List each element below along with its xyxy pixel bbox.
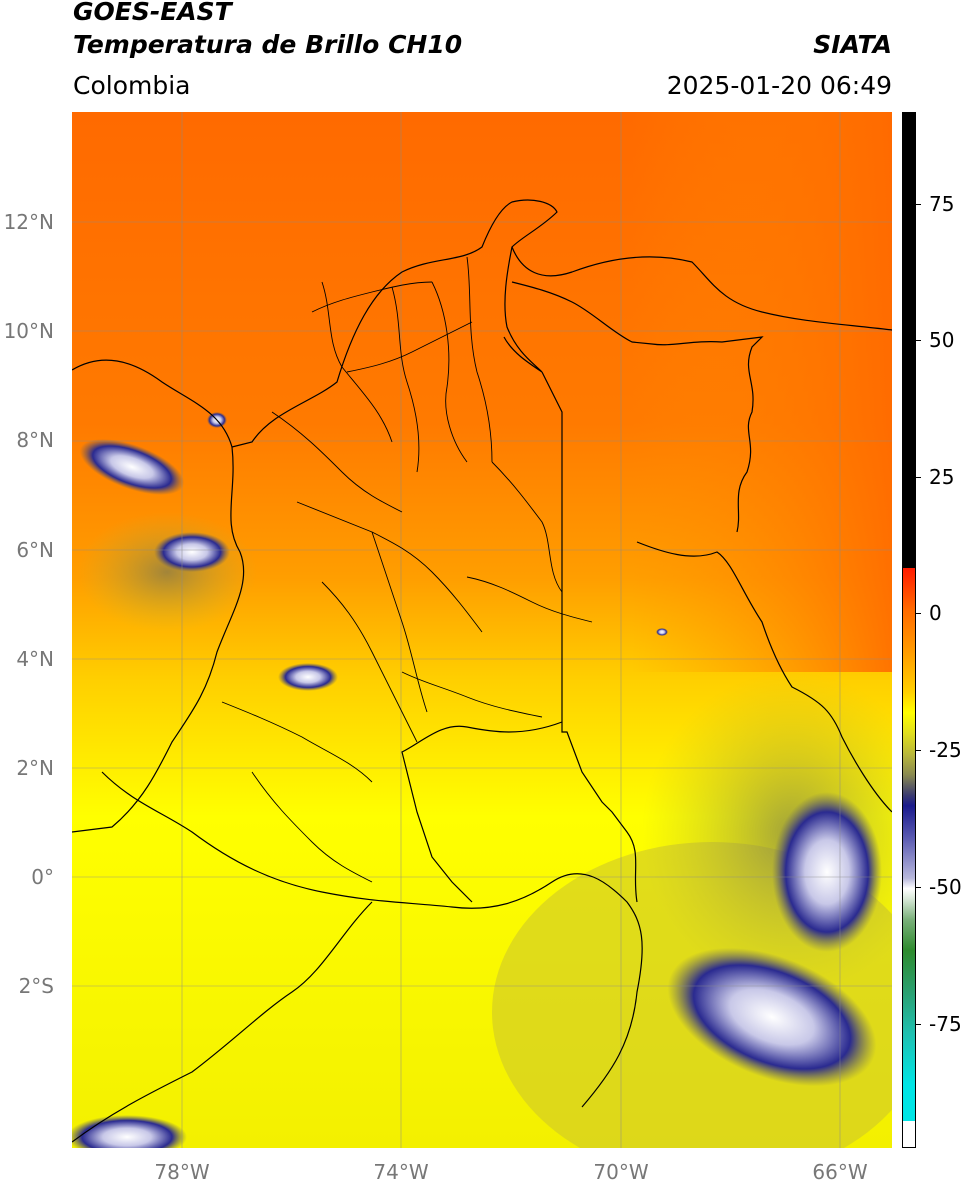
department-borders: [221, 256, 593, 883]
lat-tick-label: 10°N: [3, 319, 54, 343]
colorbar-tick-label: 50: [929, 328, 955, 352]
lat-tick-label: 4°N: [16, 647, 54, 671]
colorbar-tick: [916, 340, 921, 341]
lon-tick-label: 74°W: [373, 1160, 429, 1184]
map-panel[interactable]: [72, 112, 892, 1148]
colorbar: [902, 112, 916, 1148]
convective-cloud: [772, 792, 882, 952]
colorbar-tick-label: 0: [929, 601, 942, 625]
country-borders: [72, 199, 892, 1143]
lat-tick-label: 0°: [31, 865, 54, 889]
lon-tick-label: 66°W: [812, 1160, 868, 1184]
colorbar-tick: [916, 613, 921, 614]
warm-field-east: [632, 112, 892, 672]
convective-cloud: [154, 532, 230, 572]
colorbar-tick-label: -25: [929, 738, 962, 762]
convective-cloud: [667, 947, 877, 1087]
colorbar-tick: [916, 204, 921, 205]
lat-tick-label: 2°S: [18, 974, 54, 998]
convective-cloud: [656, 628, 668, 636]
lon-tick-label: 78°W: [154, 1160, 210, 1184]
colorbar-tick: [916, 750, 921, 751]
agency-label: SIATA: [813, 30, 892, 59]
lat-tick-label: 12°N: [3, 210, 54, 234]
lat-tick-label: 2°N: [16, 756, 54, 780]
colorbar-tick: [916, 1024, 921, 1025]
convective-cloud: [79, 439, 185, 495]
graticule: [72, 112, 892, 1148]
product-title: Temperatura de Brillo CH10: [73, 30, 463, 59]
convective-cloud: [72, 1115, 187, 1148]
lon-tick-label: 70°W: [593, 1160, 649, 1184]
satellite-title: GOES-EAST: [73, 0, 232, 26]
brightness-temperature-map[interactable]: [72, 112, 892, 1148]
colorbar-tick: [916, 477, 921, 478]
haze-area: [77, 512, 257, 632]
colorbar-tick-label: 25: [929, 465, 955, 489]
region-label: Colombia: [73, 71, 191, 100]
colorbar-tick-label: -50: [929, 875, 962, 899]
lat-tick-label: 8°N: [16, 428, 54, 452]
colorbar-tick-label: 75: [929, 192, 955, 216]
convective-cloud: [278, 663, 338, 691]
colorbar-tick: [916, 887, 921, 888]
colorbar-tick-label: -75: [929, 1012, 962, 1036]
datetime-label: 2025-01-20 06:49: [666, 71, 892, 100]
lat-tick-label: 6°N: [16, 538, 54, 562]
